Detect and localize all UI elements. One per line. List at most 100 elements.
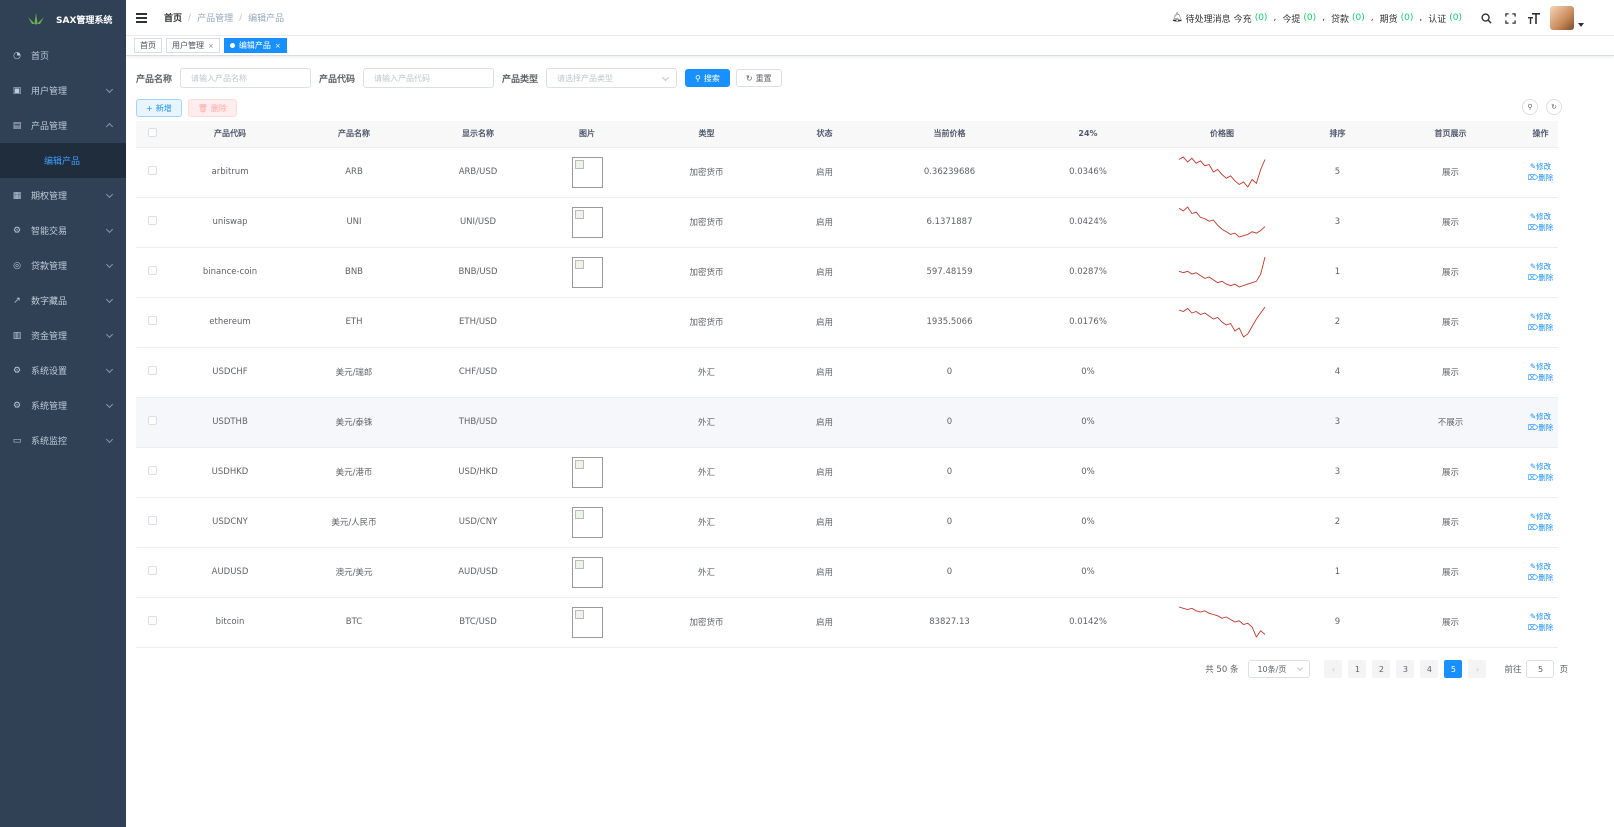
table-row[interactable]: binance-coin BNB BNB/USD 加密货币 启用 597.48159 0.0… bbox=[136, 247, 1558, 298]
edit-button[interactable]: ✎修改 bbox=[1529, 362, 1552, 371]
sidebar-item-4[interactable]: ⚙ 智能交易 bbox=[0, 213, 126, 248]
row-checkbox[interactable] bbox=[147, 466, 157, 475]
table-row[interactable]: AUDUSD 澳元/美元 AUD/USD 外汇 启用 0 0% 1 展示 ✎修改 ⌦删除 bbox=[136, 547, 1558, 598]
sidebar-subitem-edit-product[interactable]: 编辑产品 bbox=[0, 143, 126, 178]
page-5-button[interactable]: 5 bbox=[1444, 660, 1463, 678]
sidebar-item-2[interactable]: ▤ 产品管理 bbox=[0, 108, 126, 143]
stat-count[interactable]: (0) bbox=[1449, 13, 1462, 23]
page-2-button[interactable]: 2 bbox=[1372, 660, 1391, 678]
reset-button[interactable]: ↻ 重置 bbox=[735, 69, 782, 87]
fullscreen-icon[interactable] bbox=[1504, 12, 1516, 24]
edit-button[interactable]: ✎修改 bbox=[1529, 312, 1552, 321]
sidebar-item-10[interactable]: ▭ 系统监控 bbox=[0, 423, 126, 458]
delete-row-button[interactable]: ⌦删除 bbox=[1527, 473, 1554, 482]
table-row[interactable]: uniswap UNI UNI/USD 加密货币 启用 6.1371887 0.0424% 3… bbox=[136, 197, 1558, 248]
edit-button[interactable]: ✎修改 bbox=[1529, 162, 1552, 171]
next-page-button[interactable]: › bbox=[1468, 660, 1487, 678]
avatar[interactable] bbox=[1550, 6, 1574, 30]
table-row[interactable]: ethereum ETH ETH/USD 加密货币 启用 1935.5066 0.0176%… bbox=[136, 297, 1558, 348]
stat-count[interactable]: (0) bbox=[1400, 13, 1414, 23]
table-row[interactable]: USDCNY 美元/人民币 USD/CNY 外汇 启用 0 0% 2 展示 ✎修改 ⌦删除 bbox=[136, 497, 1558, 548]
row-checkbox[interactable] bbox=[147, 566, 157, 575]
row-checkbox[interactable] bbox=[147, 166, 157, 175]
product-type-select[interactable]: 请选择产品类型 bbox=[546, 68, 678, 88]
row-checkbox[interactable] bbox=[147, 216, 157, 225]
edit-button[interactable]: ✎修改 bbox=[1529, 412, 1552, 421]
row-checkbox[interactable] bbox=[147, 366, 157, 375]
delete-button[interactable]: 🗑︎ 删除 bbox=[187, 99, 237, 117]
close-icon[interactable]: × bbox=[274, 41, 281, 50]
search-button-label: 搜索 bbox=[703, 73, 720, 83]
select-all-checkbox[interactable] bbox=[147, 128, 157, 138]
table-row[interactable]: arbitrum ARB ARB/USD 加密货币 启用 0.36239686 0.0346… bbox=[136, 147, 1558, 198]
delete-row-button[interactable]: ⌦删除 bbox=[1527, 323, 1554, 332]
delete-row-button[interactable]: ⌦删除 bbox=[1527, 173, 1554, 182]
table-row[interactable]: USDTHB 美元/泰铢 THB/USD 外汇 启用 0 0% 3 不展示 ✎修改 ⌦删除 bbox=[136, 397, 1558, 448]
stat-count[interactable]: (0) bbox=[1351, 13, 1365, 23]
edit-button[interactable]: ✎修改 bbox=[1529, 212, 1552, 221]
sidebar-logo[interactable]: SAX管理系统 bbox=[0, 0, 126, 38]
tag-user[interactable]: 用户管理 × bbox=[166, 38, 220, 53]
price-sparkline bbox=[1178, 156, 1266, 188]
breadcrumb-home[interactable]: 首页 bbox=[164, 14, 183, 24]
tag-edit-product[interactable]: 编辑产品 × bbox=[223, 38, 287, 53]
sidebar-item-7[interactable]: ▥ 资金管理 bbox=[0, 318, 126, 353]
edit-button[interactable]: ✎修改 bbox=[1529, 462, 1552, 471]
search-icon[interactable] bbox=[1480, 12, 1492, 24]
delete-row-button[interactable]: ⌦删除 bbox=[1527, 623, 1554, 632]
row-checkbox[interactable] bbox=[147, 416, 157, 425]
stat-count[interactable]: (0) bbox=[1254, 13, 1268, 23]
font-size-icon[interactable] bbox=[1528, 12, 1540, 24]
row-checkbox[interactable] bbox=[147, 516, 157, 525]
edit-button[interactable]: ✎修改 bbox=[1529, 512, 1552, 521]
row-select-cell bbox=[136, 347, 168, 398]
sidebar-item-1[interactable]: ▣ 用户管理 bbox=[0, 73, 126, 108]
bell-icon[interactable]: 🔔︎ bbox=[1171, 13, 1183, 23]
sidebar-item-label: 用户管理 bbox=[31, 87, 68, 97]
edit-button[interactable]: ✎修改 bbox=[1529, 612, 1552, 621]
sidebar-item-3[interactable]: ▦ 期权管理 bbox=[0, 178, 126, 213]
sidebar-item-5[interactable]: ◎ 贷款管理 bbox=[0, 248, 126, 283]
delete-row-button[interactable]: ⌦删除 bbox=[1527, 273, 1554, 282]
stat-count[interactable]: (0) bbox=[1303, 13, 1317, 23]
sidebar-item-8[interactable]: ⚙ 系统设置 bbox=[0, 353, 126, 388]
refresh-icon[interactable]: ↻ bbox=[1546, 99, 1562, 115]
prev-page-button[interactable]: ‹ bbox=[1324, 660, 1343, 678]
cell-actions: ✎修改 ⌦删除 bbox=[1523, 597, 1558, 648]
close-icon[interactable]: × bbox=[208, 41, 214, 50]
jump-page-input[interactable]: 5 bbox=[1526, 660, 1555, 678]
price-sparkline bbox=[1178, 206, 1266, 238]
delete-row-button[interactable]: ⌦删除 bbox=[1527, 223, 1554, 232]
cell-type: 外汇 bbox=[634, 497, 779, 548]
sidebar-item-label: 系统设置 bbox=[31, 367, 68, 377]
row-checkbox[interactable] bbox=[147, 316, 157, 325]
table-row[interactable]: USDHKD 美元/港币 USD/HKD 外汇 启用 0 0% 3 展示 ✎修改 ⌦删除 bbox=[136, 447, 1558, 498]
tag-home[interactable]: 首页 bbox=[134, 38, 162, 53]
hamburger-icon[interactable] bbox=[136, 11, 148, 25]
cell-show: 展示 bbox=[1378, 547, 1523, 598]
product-name-input[interactable]: 请输入产品名称 bbox=[180, 68, 312, 88]
page-3-button[interactable]: 3 bbox=[1396, 660, 1415, 678]
page-1-button[interactable]: 1 bbox=[1348, 660, 1367, 678]
add-button[interactable]: + 新增 bbox=[136, 99, 182, 117]
table-row[interactable]: USDCHF 美元/瑞郎 CHF/USD 外汇 启用 0 0% 4 展示 ✎修改 ⌦删除 bbox=[136, 347, 1558, 398]
delete-row-button[interactable]: ⌦删除 bbox=[1527, 523, 1554, 532]
edit-button[interactable]: ✎修改 bbox=[1529, 262, 1552, 271]
row-checkbox[interactable] bbox=[147, 616, 157, 625]
sidebar-item-6[interactable]: ↗ 数字藏品 bbox=[0, 283, 126, 318]
toggle-search-icon[interactable]: ⚲ bbox=[1522, 99, 1538, 115]
page-4-button[interactable]: 4 bbox=[1420, 660, 1439, 678]
caret-down-icon[interactable] bbox=[1578, 23, 1584, 27]
page-size-select[interactable]: 10条/页 bbox=[1248, 660, 1311, 678]
trash-icon: 🗑︎ bbox=[197, 103, 208, 113]
delete-row-button[interactable]: ⌦删除 bbox=[1527, 373, 1554, 382]
edit-button[interactable]: ✎修改 bbox=[1529, 562, 1552, 571]
delete-row-button[interactable]: ⌦删除 bbox=[1527, 423, 1554, 432]
row-checkbox[interactable] bbox=[147, 266, 157, 275]
search-button[interactable]: ⚲ 搜索 bbox=[685, 69, 730, 87]
table-row[interactable]: bitcoin BTC BTC/USD 加密货币 启用 83827.13 0.0142% 9 展… bbox=[136, 597, 1558, 648]
sidebar-item-0[interactable]: ◔ 首页 bbox=[0, 38, 126, 73]
delete-row-button[interactable]: ⌦删除 bbox=[1527, 573, 1554, 582]
sidebar-item-9[interactable]: ⚙ 系统管理 bbox=[0, 388, 126, 423]
product-code-input[interactable]: 请输入产品代码 bbox=[363, 68, 495, 88]
